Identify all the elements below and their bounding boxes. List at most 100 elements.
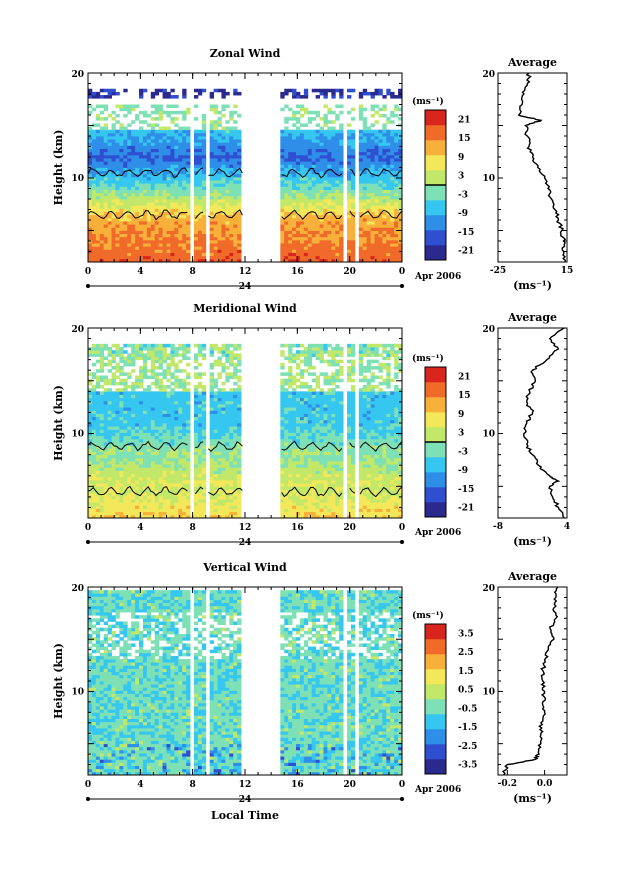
heatmap-cell [370,217,375,222]
heatmap-cell [146,499,152,503]
heatmap-cell [221,243,226,247]
heatmap-cell [135,180,140,184]
heatmap-cell [201,180,207,184]
heatmap-cell [386,224,391,228]
heatmap-cell [233,243,238,247]
heatmap-cell [162,129,167,134]
heatmap-cell [119,126,124,131]
heatmap-cell [150,426,156,430]
heatmap-cell [107,407,112,411]
heatmap-cell [131,224,136,228]
heatmap-cell [193,394,199,399]
heatmap-cell [335,233,340,238]
heatmap-cell [221,410,226,414]
heatmap-cell [390,167,395,172]
heatmap-cell [186,356,191,361]
heatmap-cell [186,489,191,494]
heatmap-cell [229,192,234,197]
heatmap-cell [91,499,97,503]
heatmap-cell [382,249,387,253]
heatmap-cell [366,227,372,231]
heatmap-cell [225,451,230,456]
heatmap-cell [229,214,234,219]
heatmap-cell [131,416,136,421]
heatmap-cell [119,369,124,373]
heatmap-cell [319,117,324,121]
heatmap-cell [111,195,116,200]
heatmap-cell [292,158,297,162]
heatmap-cell [394,189,399,194]
heatmap-cell [374,110,379,115]
heatmap-cell [233,221,238,225]
heatmap-cell [139,350,144,354]
heatmap-cell [127,139,132,143]
heatmap-cell [197,129,203,134]
heatmap-cell [319,249,324,253]
heatmap-cell [307,230,313,235]
heatmap-cell [127,483,132,487]
heatmap-cell [123,385,128,389]
heatmap-cell [174,404,179,408]
heatmap-cell [382,164,387,168]
heatmap-cell [186,419,191,424]
heatmap-cell [382,132,387,137]
heatmap-cell [119,151,124,156]
heatmap-cell [182,154,187,159]
heatmap-cell [221,400,226,405]
heatmap-cell [166,227,171,231]
heatmap-cell [119,499,124,503]
heatmap-cell [103,258,109,263]
heatmap-cell [280,199,285,203]
heatmap-cell [174,435,179,440]
heatmap-cell [174,366,179,370]
heatmap-cell [390,154,395,159]
heatmap-cell [107,429,112,433]
heatmap-cell [99,205,105,209]
heatmap-cell [88,502,93,506]
heatmap-cell [331,173,336,178]
heatmap-cell [115,217,120,222]
heatmap-cell [374,142,379,146]
heatmap-cell [166,252,171,257]
heatmap-cell [335,104,340,109]
heatmap-cell [193,343,199,348]
heatmap-cell [127,195,132,200]
heatmap-cell [123,432,128,437]
heatmap-cell [303,180,309,184]
heatmap-cell [209,236,215,241]
heatmap-cell [374,132,379,137]
heatmap-cell [166,236,171,241]
heatmap-cell [182,151,187,156]
heatmap-cell [213,148,218,153]
heatmap-cell [374,214,379,219]
heatmap-cell [398,129,403,134]
heatmap-cell [99,514,105,519]
heatmap-cell [139,208,144,212]
heatmap-cell [193,457,199,462]
heatmap-cell [186,139,191,143]
heatmap-cell [88,454,93,459]
heatmap-cell [233,164,238,168]
heatmap-cell [150,505,156,509]
heatmap-cell [88,511,93,516]
heatmap-cell [386,117,391,121]
heatmap-cell [162,211,167,216]
heatmap-cell [315,95,320,99]
heatmap-cell [221,426,226,430]
heatmap-cell [197,230,203,235]
heatmap-cell [288,148,293,153]
heatmap-cell [166,211,171,216]
heatmap-cell [170,470,175,475]
heatmap-cell [382,148,387,153]
heatmap-cell [347,176,352,181]
heatmap-cell [135,476,140,481]
heatmap-cell [374,176,379,181]
heatmap-cell [280,142,285,146]
heatmap-cell [347,227,352,231]
heatmap-cell [233,255,238,260]
heatmap-cell [103,154,109,159]
heatmap-cell [174,236,179,241]
heatmap-cell [299,173,305,178]
heatmap-cell [139,347,144,351]
heatmap-cell [103,239,109,244]
